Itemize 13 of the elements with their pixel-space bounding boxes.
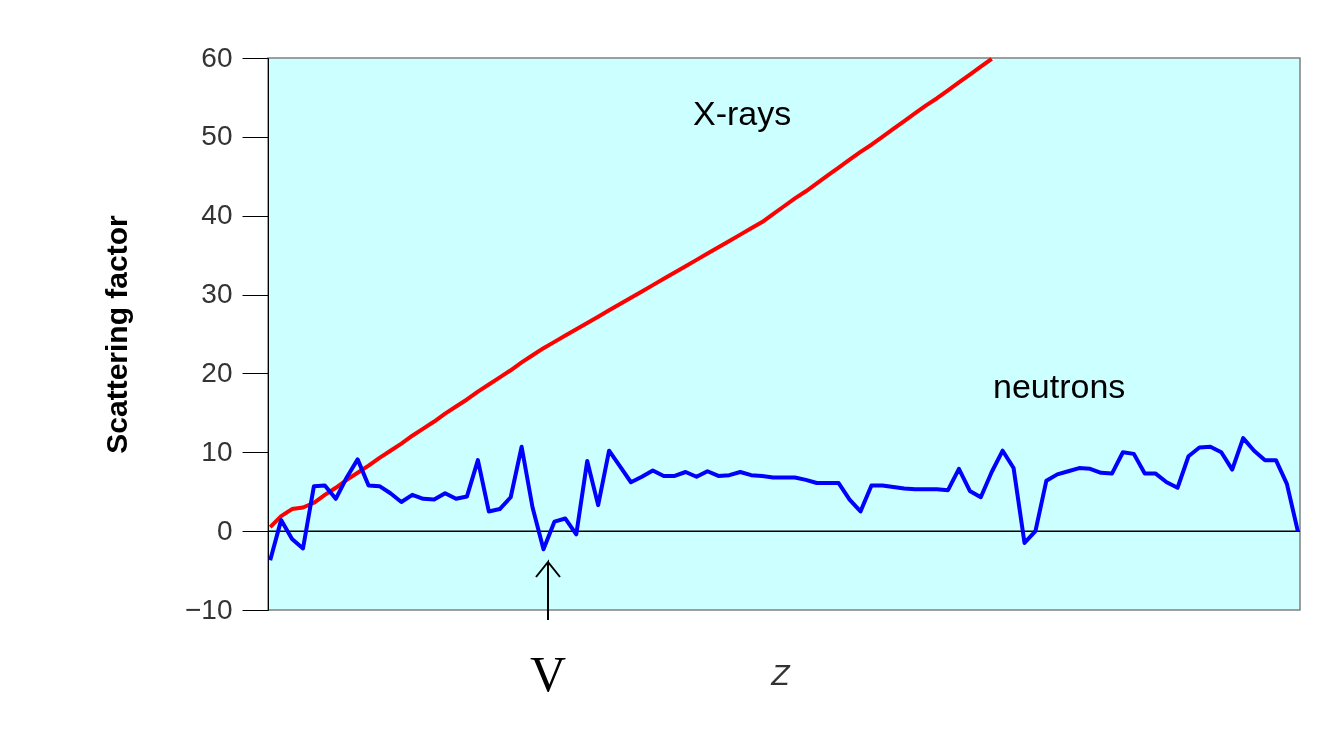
x-axis-title: Z	[770, 657, 792, 691]
y-tick-label: −10	[185, 593, 233, 625]
y-tick-label: 10	[201, 435, 233, 467]
y-tick-label: 50	[201, 120, 233, 152]
y-tick-label: 20	[201, 356, 233, 388]
series-label: X-rays	[693, 94, 792, 132]
text: V	[529, 646, 567, 702]
series-label: neutrons	[993, 367, 1126, 405]
y-tick-label: 40	[201, 199, 233, 231]
y-axis-title: Scattering factor	[100, 214, 133, 454]
y-tick-label: 0	[216, 514, 233, 546]
y-tick-label: 30	[201, 278, 233, 310]
y-tick-label: 60	[201, 41, 233, 73]
